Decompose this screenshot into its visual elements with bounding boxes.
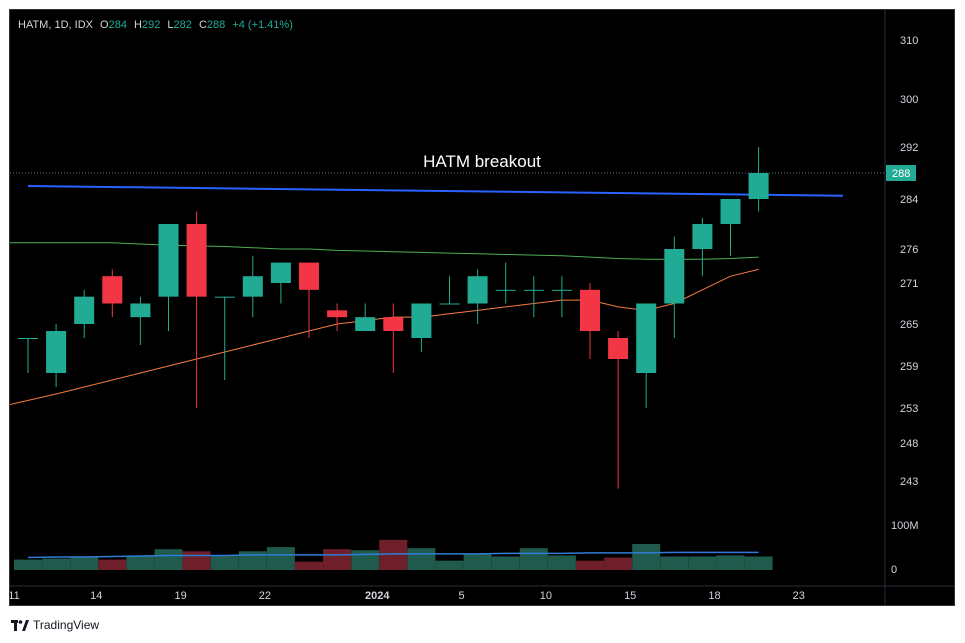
- price-tick-label: 284: [900, 194, 918, 206]
- volume-tick-label: 0: [891, 564, 897, 576]
- volume-bar: [407, 548, 436, 570]
- candle-body: [636, 303, 657, 373]
- annotation-label: HATM breakout: [423, 152, 541, 171]
- price-tick-label: 300: [900, 94, 918, 106]
- candle-body: [327, 310, 348, 318]
- volume-bar: [323, 549, 352, 570]
- price-tick-label: 248: [900, 438, 918, 450]
- candle-body: [299, 262, 319, 290]
- volume-bar: [744, 556, 773, 570]
- candle-body: [439, 303, 460, 305]
- volume-bar: [295, 561, 323, 570]
- volume-bar: [351, 550, 380, 570]
- price-chart[interactable]: HATM breakout 310 300 292 284 276 271 265 259 253…: [10, 10, 955, 606]
- time-tick-label: 11: [10, 590, 20, 602]
- volume-bar: [604, 557, 633, 570]
- candle-body: [355, 317, 376, 331]
- candle-body: [18, 338, 38, 339]
- volume-bar: [379, 539, 408, 570]
- candle-body: [692, 224, 713, 249]
- change-value: +4 (+1.41%): [232, 19, 293, 31]
- volume-bar: [547, 555, 576, 570]
- candle-body: [270, 262, 291, 283]
- open-key: O: [100, 19, 109, 31]
- time-tick-label: 2024: [365, 590, 390, 602]
- legend: HATM, 1D, IDX O284 H292 L282 C288 +4 (+1…: [18, 19, 293, 31]
- volume-bar: [660, 556, 689, 570]
- low-value: 282: [173, 19, 192, 31]
- candle-body: [467, 276, 488, 304]
- brand-label[interactable]: TradingView: [33, 618, 100, 632]
- open-value: 284: [108, 19, 127, 31]
- candle-body: [720, 199, 741, 224]
- candle-body: [664, 249, 685, 304]
- candle-body: [495, 289, 516, 291]
- volume-bar: [154, 549, 183, 570]
- candle-body: [102, 276, 123, 304]
- volume-bar: [70, 556, 99, 570]
- volume-bar: [491, 556, 520, 570]
- high-key: H: [134, 19, 142, 31]
- low-key: L: [167, 19, 174, 31]
- price-tick-label: 276: [900, 244, 918, 256]
- volume-bar: [435, 560, 464, 570]
- ma-long-line: [10, 242, 759, 260]
- candle-body: [748, 173, 769, 199]
- volume-bar: [210, 555, 239, 570]
- volume-bar: [266, 547, 295, 570]
- volume-bar: [14, 559, 42, 570]
- candle-body: [130, 303, 151, 318]
- candle-body: [242, 276, 263, 297]
- time-tick-label: 14: [90, 590, 102, 602]
- candle-body: [580, 289, 600, 331]
- last-price-label: 288: [892, 168, 910, 180]
- symbol-label[interactable]: HATM, 1D, IDX: [18, 19, 93, 31]
- price-tick-label: 292: [900, 142, 918, 154]
- price-tick-label: 243: [900, 476, 918, 488]
- price-tick-label: 265: [900, 319, 918, 331]
- volume-bar: [463, 554, 492, 570]
- high-value: 292: [141, 19, 161, 31]
- close-key: C: [198, 19, 207, 31]
- price-tick-label: 271: [900, 278, 918, 290]
- volume-bar: [238, 551, 267, 570]
- volume-bar: [182, 551, 211, 570]
- time-tick-label: 10: [540, 590, 552, 602]
- time-tick-label: 22: [259, 590, 271, 602]
- candle-body: [383, 317, 404, 331]
- time-tick-label: 23: [793, 590, 805, 602]
- candle-body: [74, 296, 95, 324]
- volume-bar: [632, 544, 661, 570]
- price-tick-label: 253: [900, 403, 918, 415]
- price-tick-label: 259: [900, 361, 918, 373]
- volume-bar: [576, 560, 604, 570]
- time-tick-label: 18: [708, 590, 720, 602]
- price-tick-label: 310: [900, 35, 918, 47]
- time-tick-label: 15: [624, 590, 636, 602]
- volume-bar: [126, 555, 155, 570]
- candle-body: [46, 331, 67, 373]
- time-tick-label: 5: [459, 590, 465, 602]
- candle-body: [214, 296, 235, 298]
- volume-tick-label: 100M: [891, 520, 919, 532]
- footer: TradingView: [11, 618, 99, 632]
- breakout-trendline: [27, 185, 843, 197]
- time-tick-label: 19: [174, 590, 186, 602]
- close-value: 288: [206, 19, 226, 31]
- volume-bar: [98, 559, 127, 570]
- candle-body: [158, 224, 179, 297]
- candle-body: [186, 224, 207, 297]
- candle-body: [551, 289, 572, 291]
- volume-ma-line: [27, 551, 759, 559]
- volume-bar: [688, 556, 717, 570]
- tradingview-logo-icon[interactable]: [11, 619, 29, 631]
- volume-bar: [716, 555, 745, 570]
- candle-body: [608, 338, 629, 359]
- volume-bar: [519, 548, 548, 570]
- chart-frame: HATM breakout 310 300 292 284 276 271 265 259 253…: [9, 9, 955, 606]
- candle-body: [523, 289, 544, 291]
- last-price-badge: [886, 165, 916, 181]
- volume-bar: [42, 558, 71, 570]
- candle-body: [411, 303, 432, 338]
